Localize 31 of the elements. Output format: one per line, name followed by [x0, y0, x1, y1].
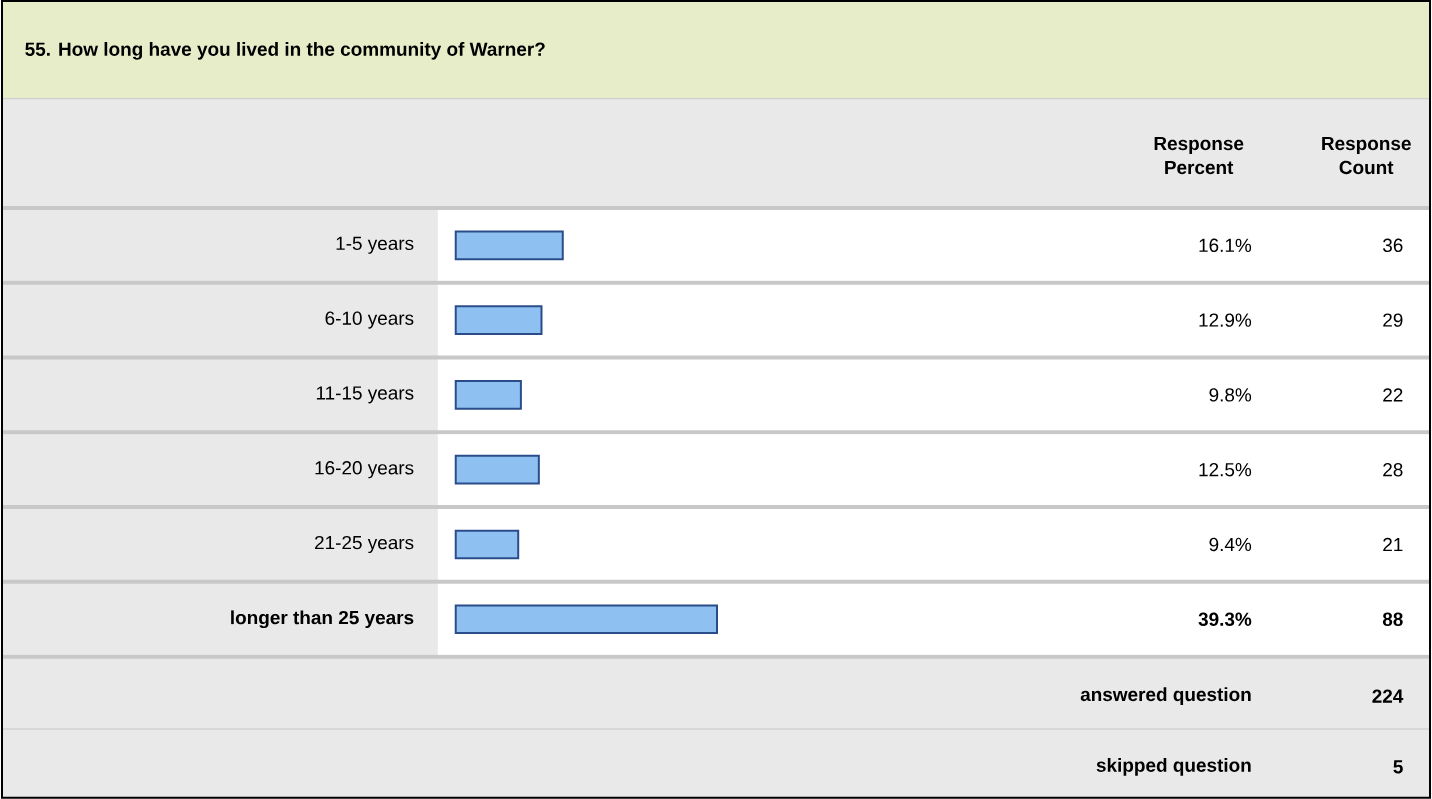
y-tick-label: 11-15 years	[316, 386, 414, 404]
y-tick-label: 6-10 years	[325, 311, 414, 329]
text: skipped question	[1096, 758, 1251, 776]
y-tick-label: 21-25 years	[315, 536, 414, 554]
text: 22	[1383, 388, 1403, 402]
data-label: 9.8%	[1209, 388, 1252, 402]
text: answered question	[1080, 687, 1251, 706]
text: Response Count	[1322, 137, 1411, 175]
text: 29	[1383, 313, 1403, 327]
data-label: 12.5%	[1199, 463, 1252, 477]
text: Response Percent	[1154, 137, 1244, 175]
text: 5	[1393, 760, 1403, 774]
data-label: 39.3%	[1198, 612, 1252, 627]
data-label: 9.4%	[1209, 537, 1252, 552]
data-label: 12.9%	[1199, 313, 1252, 327]
text: 55. How long have you lived in the community of Warner?	[25, 42, 545, 60]
text: 21	[1383, 537, 1403, 552]
data-label: 16.1%	[1199, 238, 1252, 253]
y-tick-label: longer than 25 years	[231, 610, 414, 629]
bar	[454, 230, 564, 261]
bar	[454, 380, 522, 410]
bar	[454, 305, 543, 336]
text: 224	[1372, 689, 1404, 703]
text: 88	[1382, 612, 1403, 627]
bar	[454, 529, 520, 560]
y-tick-label: 16-20 years	[315, 461, 414, 479]
bar	[454, 454, 540, 485]
bar	[454, 604, 718, 635]
text: 36	[1383, 238, 1403, 253]
y-tick-label: 1-5 years	[336, 236, 414, 254]
text: 28	[1383, 463, 1403, 477]
